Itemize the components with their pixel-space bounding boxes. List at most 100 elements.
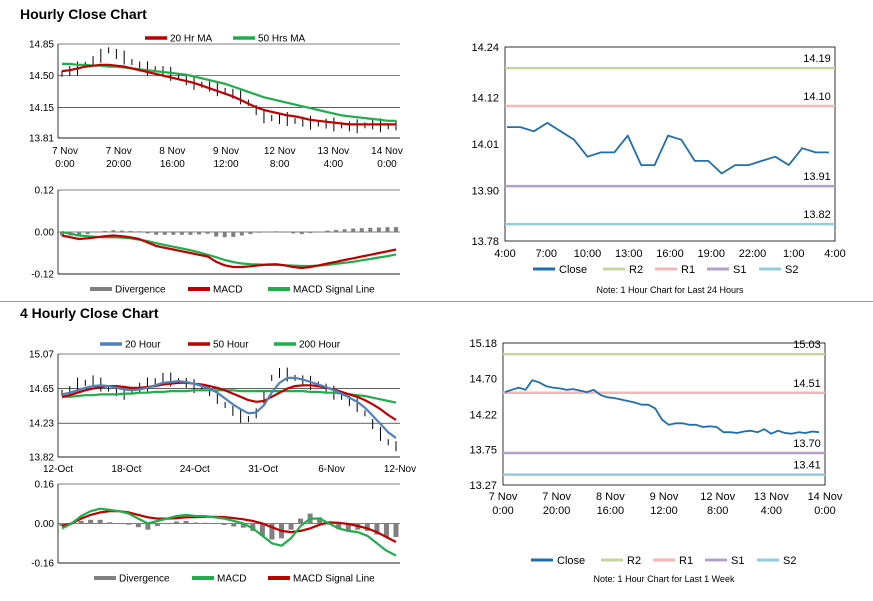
four-hourly-macd-divergence-bar — [59, 523, 65, 526]
four-hourly-macd-divergence-bar — [107, 522, 113, 524]
hourly-macd-divergence-bar — [102, 230, 107, 232]
hourly-macd-divergence-bar — [119, 230, 124, 232]
four-hourly-macd-y-tick-label: 0.16 — [35, 480, 55, 491]
hourly-macd-divergence-bar — [334, 229, 339, 232]
four_hourly_levels-x-time: 20:00 — [543, 505, 571, 517]
hourly-macd-divergence-bar — [239, 232, 244, 236]
four-hourly-price-x-tick-label: 12-Nov — [384, 464, 416, 475]
four_hourly_levels-x-time: 16:00 — [597, 505, 625, 517]
four-hourly-macd-line — [61, 507, 397, 557]
four_hourly_levels-x-date: 9 Nov — [650, 491, 679, 503]
hourly-macd-signal-line — [61, 230, 397, 268]
four-hourly-price-y-tick-label: 14.65 — [29, 384, 54, 395]
hourly_levels-x-tick-label: 1:00 — [783, 248, 804, 260]
hourly-macd-legend-label: MACD Signal Line — [293, 285, 375, 296]
hourly_levels-legend-label: R2 — [629, 264, 643, 276]
four-hourly-macd-divergence-bar — [336, 523, 342, 530]
hourly-price-x-date: 14 Nov — [371, 146, 403, 157]
hourly-macd-divergence-bar — [205, 232, 210, 234]
hourly-macd-divergence-bar — [342, 229, 347, 232]
hourly-macd-legend-label: MACD — [213, 285, 242, 296]
hourly-macd-divergence-bar — [171, 232, 176, 235]
hourly-ma20-line — [61, 63, 396, 126]
hourly-macd-y-tick-label: 0.12 — [35, 186, 55, 197]
hourly-macd-divergence-bar — [359, 228, 364, 232]
hourly-price-x-date: 13 Nov — [317, 146, 349, 157]
hourly_levels-level-s2-label: 13.82 — [803, 209, 831, 221]
hourly-macd-divergence-bar — [111, 230, 116, 232]
hourly-macd-chart: 0.12 0.00 -0.12 Divergence MACD MACD Signal L… — [31, 186, 400, 296]
hourly-price-legend-label: 50 Hrs MA — [258, 34, 306, 45]
hourly_levels-x-tick-label: 16:00 — [656, 248, 684, 260]
hourly-ma50-line — [62, 62, 396, 122]
hourly_levels-legend-label: R1 — [681, 264, 695, 276]
four-hourly-macd-divergence-bar — [231, 523, 237, 527]
hourly-price-y-tick-label: 14.15 — [29, 103, 54, 114]
four_hourly_levels-legend-label: R2 — [627, 555, 641, 567]
hourly-macd-divergence-bar — [368, 227, 373, 232]
four-hourly-macd-divergence-bar — [364, 523, 370, 531]
hourly-macd-divergence-bar — [325, 230, 330, 232]
hourly-macd-legend-label: Divergence — [115, 285, 166, 296]
four_hourly_levels-y-tick-label: 13.27 — [469, 480, 497, 492]
four-hourly-price-chart: 20 Hour 50 Hour 200 Hour 15.07 14.65 14.23 13.… — [29, 340, 416, 476]
four-hourly-macd-divergence-bar — [183, 521, 189, 524]
hourly_levels-x-tick-label: 4:00 — [824, 248, 845, 260]
four-hourly-macd-divergence-bar — [383, 523, 389, 538]
hourly-price-x-date: 8 Nov — [159, 146, 185, 157]
four_hourly_levels-level-r2-label: 15.03 — [793, 339, 821, 351]
hourly_levels-level-s1-label: 13.91 — [803, 171, 831, 183]
hourly-macd-divergence-bar — [137, 231, 142, 232]
four_hourly_levels-y-tick-label: 15.18 — [469, 338, 497, 350]
hourly-macd-divergence-bar — [316, 231, 321, 233]
hourly-macd-divergence-bar — [77, 232, 82, 236]
four-hourly-macd-divergence-bar — [374, 523, 380, 535]
four-hourly-macd-divergence-bar — [317, 517, 323, 524]
four-hourly-macd-divergence-bar — [174, 521, 180, 524]
four-hourly-price-y-tick-label: 15.07 — [29, 350, 54, 361]
hourly-price-x-time: 8:00 — [270, 159, 290, 170]
four_hourly_levels-close-line — [504, 379, 820, 435]
four_hourly_levels-level-s2-label: 13.41 — [793, 460, 821, 472]
hourly-macd-divergence-bar — [291, 232, 296, 234]
hourly-macd-divergence-bar — [154, 232, 159, 235]
four-hourly-macd-divergence-bar — [393, 523, 399, 538]
hourly-macd-divergence-bar — [265, 231, 270, 233]
four-hourly-price-legend-label: 200 Hour — [299, 340, 341, 351]
four-hourly-price-x-tick-label: 24-Oct — [180, 464, 210, 475]
section-divider — [0, 301, 873, 302]
hourly_levels-y-tick-label: 14.01 — [471, 139, 499, 151]
hourly-macd-divergence-bar — [179, 232, 184, 235]
hourly_levels-x-tick-label: 19:00 — [697, 248, 725, 260]
four-hourly-macd-divergence-bar — [116, 523, 122, 525]
four-hourly-price-legend-label: 20 Hour — [125, 340, 161, 351]
four_hourly_levels-legend-label: Close — [557, 555, 585, 567]
hourly_levels-x-tick-label: 22:00 — [739, 248, 767, 260]
four-hourly-macd-divergence-bar — [154, 523, 160, 526]
hourly-price-x-date: 7 Nov — [106, 146, 132, 157]
four-hourly-price-x-tick-label: 6-Nov — [318, 464, 345, 475]
four-hourly-macd-divergence-bar — [269, 523, 275, 540]
hourly_levels-x-tick-label: 10:00 — [574, 248, 602, 260]
hourly-price-x-date: 9 Nov — [213, 146, 239, 157]
hourly-macd-line — [61, 234, 397, 270]
four-hourly-macd-chart: 0.16 0.00 -0.16 Divergence MACD MACD Signal L… — [31, 480, 400, 585]
hourly-macd-divergence-bar — [394, 227, 398, 232]
four_hourly_levels-x-time: 8:00 — [707, 505, 728, 517]
four_hourly_levels-legend-label: S2 — [783, 555, 796, 567]
hourly-macd-divergence-bar — [376, 227, 381, 232]
four_hourly_levels-x-time: 0:00 — [814, 505, 835, 517]
hourly-levels-chart: 14.24 14.12 14.01 13.90 13.78 14.19 14.10 13.91… — [471, 42, 845, 295]
hourly-price-y-tick-label: 14.85 — [29, 40, 54, 51]
hourly-macd-divergence-bar — [308, 232, 313, 234]
four_hourly_levels-legend-label: R1 — [679, 555, 693, 567]
hourly-price-y-tick-label: 14.50 — [29, 71, 54, 82]
four-hourly-macd-divergence-bar — [126, 523, 132, 525]
hourly_levels-y-tick-label: 14.24 — [471, 42, 499, 54]
hourly_levels-level-r2-label: 14.19 — [803, 53, 831, 65]
hourly-price-x-time: 0:00 — [377, 159, 397, 170]
four_hourly_levels-y-tick-label: 13.75 — [469, 444, 497, 456]
hourly_levels-x-tick-label: 7:00 — [536, 248, 557, 260]
hourly_levels-y-tick-label: 13.90 — [471, 185, 499, 197]
